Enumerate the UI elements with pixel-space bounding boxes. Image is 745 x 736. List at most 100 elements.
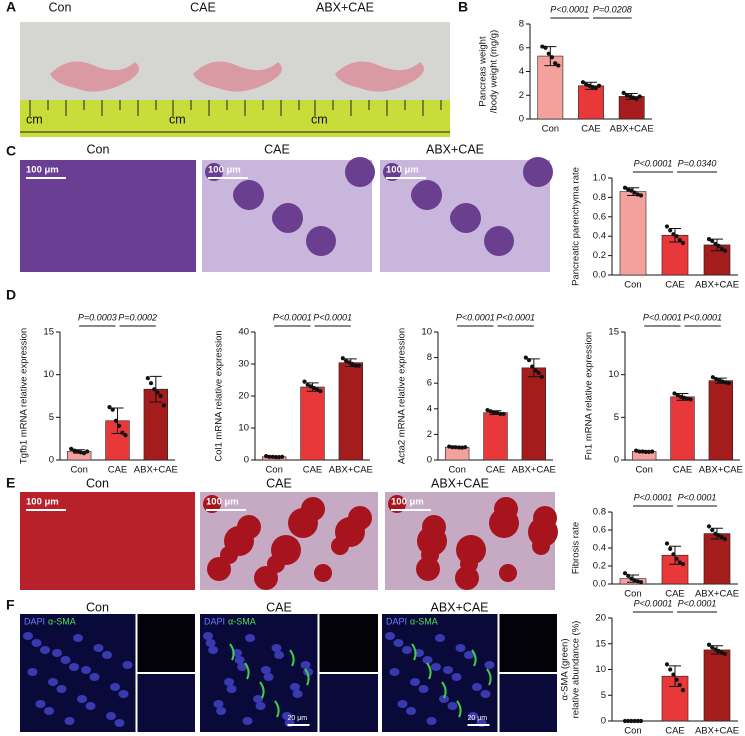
y-tick-label: 0.8 — [593, 507, 606, 518]
bar — [483, 412, 508, 461]
nucleus — [237, 663, 248, 671]
data-point — [85, 449, 90, 454]
data-point — [710, 375, 715, 380]
scale-label: 100 μm — [206, 497, 239, 508]
tissue-lobule — [532, 537, 550, 555]
data-point — [720, 379, 725, 384]
p-value: P<0.0001 — [273, 312, 312, 322]
stain-label: α-SMA — [48, 616, 76, 626]
nucleus — [402, 646, 412, 654]
sma-signal — [289, 649, 295, 667]
data-point — [680, 240, 686, 246]
tissue-lobule — [272, 206, 296, 230]
x-tick-label: CAE — [665, 589, 685, 600]
data-point — [719, 535, 724, 540]
nucleus — [69, 663, 79, 671]
data-point — [530, 364, 535, 369]
y-tick-label: 0.4 — [593, 543, 606, 554]
data-point — [629, 718, 634, 724]
scale-label: 100 μm — [208, 165, 241, 176]
nucleus — [480, 690, 491, 698]
x-tick-label: CAE — [581, 124, 601, 135]
p-value: P<0.0001 — [496, 312, 535, 322]
data-point — [270, 454, 275, 459]
data-point — [643, 449, 648, 454]
x-tick-label: ABX+CAE — [134, 465, 178, 476]
data-point — [634, 448, 639, 453]
data-point — [459, 445, 465, 450]
y-tick-label: 5 — [614, 412, 619, 423]
data-point — [546, 51, 551, 56]
histology — [20, 492, 195, 590]
data-point — [447, 444, 452, 449]
nucleus — [435, 634, 445, 642]
x-tick-label: Con — [265, 465, 282, 476]
ruler — [163, 100, 308, 137]
data-point — [635, 718, 640, 724]
nucleus — [292, 690, 303, 698]
data-point — [267, 454, 272, 459]
p-value: P<0.0001 — [683, 312, 722, 322]
data-point — [668, 546, 673, 552]
data-point — [629, 576, 634, 581]
data-point — [456, 445, 461, 450]
sma-signal — [456, 700, 462, 718]
y-axis-label: Acta2 mRNA relative expression — [397, 328, 408, 464]
data-point — [626, 187, 631, 192]
scale-label: 20 μm — [468, 715, 488, 722]
nucleus — [234, 656, 245, 664]
data-point — [75, 449, 80, 454]
inset-blue — [137, 674, 195, 732]
data-point — [713, 241, 718, 247]
data-point — [632, 578, 637, 583]
image-caption: CAE — [266, 600, 292, 614]
y-tick-label: 6 — [427, 378, 432, 389]
inset-green — [319, 614, 378, 672]
nucleus — [224, 678, 235, 686]
inset-blue — [499, 674, 557, 732]
data-point — [495, 410, 500, 415]
nucleus — [451, 673, 462, 681]
tissue-lobule — [203, 495, 221, 513]
data-point — [710, 645, 715, 650]
nucleus — [203, 632, 213, 640]
data-point — [622, 185, 628, 190]
panel-letter: E — [6, 475, 15, 491]
data-point — [356, 363, 361, 368]
data-point — [350, 361, 355, 367]
y-tick-label: 6 — [519, 42, 524, 53]
image-caption: Con — [49, 0, 72, 14]
y-tick-label: 0.6 — [593, 525, 606, 536]
bar — [708, 380, 734, 461]
sma-signal — [259, 681, 265, 699]
data-point — [637, 449, 642, 454]
y-axis-label: Col1 mRNA relative expression — [214, 330, 225, 461]
nucleus — [484, 661, 495, 669]
nucleus — [114, 719, 125, 727]
tissue-lobule — [499, 564, 517, 582]
scale-label: 100 μm — [26, 497, 59, 508]
data-point — [719, 246, 724, 251]
y-tick-label: 15 — [43, 327, 54, 338]
y-tick-label: 2 — [427, 429, 432, 440]
data-point — [671, 232, 676, 237]
nucleus — [300, 661, 311, 669]
data-point — [543, 45, 548, 50]
data-point — [549, 55, 555, 60]
sma-signal — [411, 643, 417, 661]
sma-signal — [304, 668, 310, 686]
data-point — [539, 374, 544, 379]
tissue-lobule — [416, 557, 440, 581]
tissue-lobule — [450, 206, 474, 230]
x-tick-label: Con — [635, 465, 652, 476]
data-point — [646, 449, 652, 454]
scale-label: 100 μm — [386, 165, 419, 176]
nucleus — [455, 644, 466, 652]
tissue-lobule — [383, 163, 401, 181]
p-value: P<0.0001 — [678, 598, 717, 608]
y-tick-label: 0.2 — [593, 250, 606, 261]
data-point — [280, 454, 285, 459]
data-point — [117, 423, 122, 428]
tissue-lobule — [455, 566, 479, 590]
nucleus — [447, 702, 458, 710]
